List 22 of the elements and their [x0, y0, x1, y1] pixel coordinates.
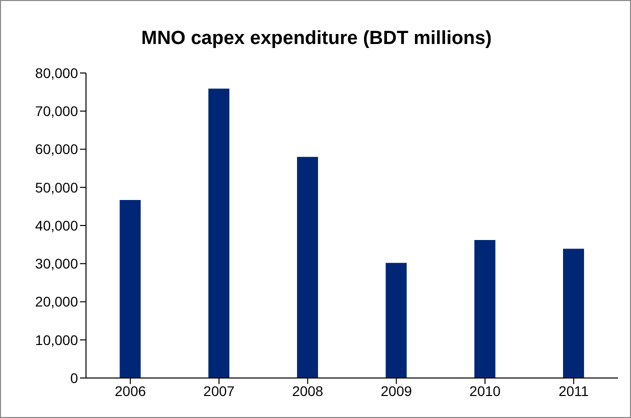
y-tick-label: 50,000	[35, 179, 78, 196]
y-tick-label: 70,000	[35, 103, 78, 120]
bar	[297, 156, 318, 378]
chart-title: MNO capex expenditure (BDT millions)	[140, 28, 493, 50]
x-tick-label: 2006	[114, 382, 146, 399]
y-tick-label: 40,000	[35, 217, 78, 234]
y-tick-label: 60,000	[35, 141, 78, 158]
bar	[208, 88, 230, 378]
y-tick-label: 10,000	[35, 332, 78, 348]
x-tick-label: 2009	[380, 382, 412, 399]
y-tick-label: 0	[70, 370, 78, 386]
bar	[563, 248, 584, 378]
bar	[120, 200, 141, 378]
x-tick-label: 2011	[558, 382, 589, 399]
bar	[474, 240, 496, 378]
x-tick-label: 2008	[292, 382, 324, 399]
y-tick-label: 20,000	[35, 294, 78, 310]
y-tick-label: 80,000	[35, 64, 78, 81]
bar	[386, 262, 407, 378]
x-tick-label: 2010	[469, 382, 501, 399]
x-tick-label: 2007	[203, 382, 235, 399]
y-tick-label: 30,000	[35, 256, 78, 272]
